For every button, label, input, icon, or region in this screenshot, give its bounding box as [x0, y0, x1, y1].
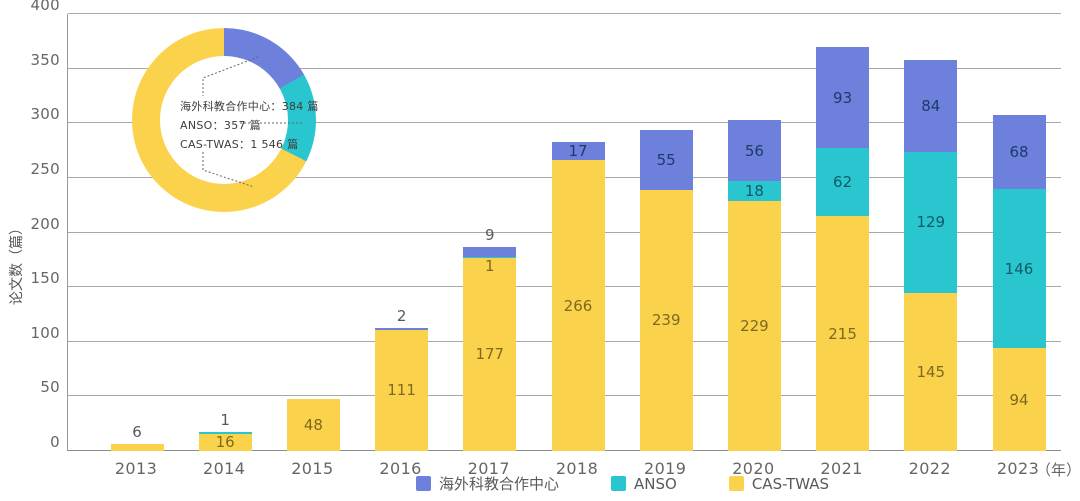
x-axis-unit-label: （年）: [1036, 461, 1080, 479]
segment-ANSO-2023: [992, 188, 1046, 349]
value-label-ANSO-2020: 18: [744, 182, 764, 200]
segment-海外科教合作中心-2021: [816, 46, 870, 149]
value-label-CAS-TWAS-2018: 266: [563, 296, 593, 315]
y-tick-0: 0: [50, 433, 60, 451]
gridline-350: [68, 67, 1061, 69]
x-tick-2022: 2022: [908, 459, 951, 478]
value-label-CAS-TWAS-2022: 145: [916, 362, 946, 381]
legend: 海外科教合作中心 ANSO CAS-TWAS: [416, 473, 829, 494]
segment-ANSO-2017: [463, 256, 517, 258]
value-label-海外科教合作中心-2017: 9: [485, 225, 495, 244]
segment-CAS-TWAS-2020: [727, 200, 781, 451]
value-label-CAS-TWAS-2015: 48: [303, 415, 323, 434]
segment-CAS-TWAS-2022: [904, 292, 958, 451]
value-label-海外科教合作中心-2023: 68: [1009, 142, 1029, 161]
legend-swatch-icon: [728, 476, 744, 491]
value-label-ANSO-2021: 62: [833, 173, 853, 192]
legend-item-ANSO: ANSO: [611, 475, 677, 493]
segment-CAS-TWAS-2021: [816, 216, 870, 451]
segment-CAS-TWAS-2015: [286, 398, 340, 451]
y-tick-300: 300: [30, 105, 60, 124]
segment-CAS-TWAS-2013: [110, 444, 164, 451]
value-label-海外科教合作中心-2018: 17: [568, 142, 588, 161]
value-label-海外科教合作中心-2016: 2: [396, 306, 407, 325]
y-tick-200: 200: [30, 214, 60, 233]
x-tick-2014: 2014: [203, 459, 246, 478]
x-tick-2020: 2020: [732, 459, 775, 478]
value-label-海外科教合作中心-2021: 93: [833, 88, 853, 107]
leader-line-overseas: [202, 56, 259, 96]
value-label-海外科教合作中心-2022: 84: [921, 96, 941, 115]
segment-CAS-TWAS-2014: [198, 433, 252, 451]
x-tick-2019: 2019: [644, 459, 687, 478]
value-label-ANSO-2023: 146: [1004, 259, 1034, 278]
segment-CAS-TWAS-2017: [463, 257, 517, 451]
y-tick-100: 100: [30, 323, 60, 342]
segment-ANSO-2022: [904, 151, 958, 293]
donut-hole: [160, 56, 288, 184]
donut-inset: 海外科教合作中心：384 篇 ANSO：357 篇 CAS-TWAS：1 546…: [124, 24, 324, 224]
segment-海外科教合作中心-2019: [639, 129, 693, 190]
segment-ANSO-2020: [727, 181, 781, 201]
legend-label: ANSO: [634, 474, 677, 493]
value-label-CAS-TWAS-2013: 6: [132, 423, 142, 442]
donut-label-cas-twas: CAS-TWAS：1 546 篇: [180, 138, 299, 151]
x-tick-2018: 2018: [555, 459, 599, 478]
donut-label-overseas: 海外科教合作中心：384 篇: [180, 100, 319, 113]
value-label-ANSO-2014: 1: [220, 411, 230, 430]
value-label-CAS-TWAS-2019: 239: [651, 311, 681, 330]
value-label-海外科教合作中心-2020: 56: [744, 141, 764, 160]
value-label-ANSO-2022: 129: [916, 213, 946, 232]
legend-label: 海外科教合作中心: [439, 475, 560, 493]
segment-海外科教合作中心-2023: [992, 114, 1046, 189]
segment-海外科教合作中心-2016: [375, 327, 429, 330]
gridline-400: [68, 13, 1061, 14]
legend-label: CAS-TWAS: [751, 474, 830, 493]
leader-line-cas-twas: [202, 152, 255, 188]
donut-leader-lines: [202, 56, 302, 188]
y-tick-350: 350: [30, 50, 60, 69]
x-tick-2016: 2016: [379, 459, 422, 478]
legend-swatch-icon: [611, 476, 627, 491]
segment-海外科教合作中心-2018: [551, 141, 605, 161]
x-tick-2023: 2023: [996, 459, 1040, 478]
value-label-CAS-TWAS-2016: 111: [387, 381, 416, 400]
segment-CAS-TWAS-2018: [551, 160, 605, 451]
segment-ANSO-2021: [816, 148, 870, 217]
segment-CAS-TWAS-2023: [992, 348, 1046, 451]
segment-海外科教合作中心-2017: [463, 246, 517, 257]
segment-CAS-TWAS-2016: [375, 329, 429, 451]
segment-ANSO-2014: [198, 432, 252, 434]
value-label-CAS-TWAS-2014: 16: [215, 433, 235, 452]
y-tick-400: 400: [30, 0, 60, 14]
gridline-300: [68, 122, 1061, 124]
plot-area: 6 16 1 48 111 2 177 1 9 266 17 239 55 229 18 56 215 62 93 1…: [67, 13, 1061, 452]
legend-item-海外科教合作中心: 海外科教合作中心: [416, 473, 559, 494]
y-axis-ticks: 0 50 100 150 200 250 300 350 400: [0, 0, 60, 451]
y-tick-50: 50: [40, 378, 60, 397]
segment-CAS-TWAS-2019: [639, 189, 693, 451]
legend-swatch-icon: [416, 476, 431, 491]
value-label-CAS-TWAS-2021: 215: [828, 324, 857, 343]
x-tick-2015: 2015: [291, 459, 334, 478]
legend-item-CAS-TWAS: CAS-TWAS: [728, 474, 830, 493]
y-tick-150: 150: [30, 269, 60, 288]
y-axis-title: 论文数（篇）: [9, 221, 25, 305]
value-label-海外科教合作中心-2019: 55: [656, 150, 676, 169]
x-tick-2013: 2013: [114, 459, 158, 478]
segment-海外科教合作中心-2022: [904, 59, 958, 152]
segment-海外科教合作中心-2020: [727, 119, 781, 182]
x-tick-2017: 2017: [467, 459, 510, 478]
x-tick-2021: 2021: [820, 459, 863, 478]
value-label-ANSO-2017: 1: [485, 256, 495, 275]
value-label-CAS-TWAS-2023: 94: [1009, 390, 1029, 409]
value-label-CAS-TWAS-2020: 229: [740, 316, 769, 335]
donut-label-anso: ANSO：357 篇: [180, 119, 261, 132]
y-tick-250: 250: [30, 159, 60, 178]
value-label-CAS-TWAS-2017: 177: [475, 345, 505, 364]
